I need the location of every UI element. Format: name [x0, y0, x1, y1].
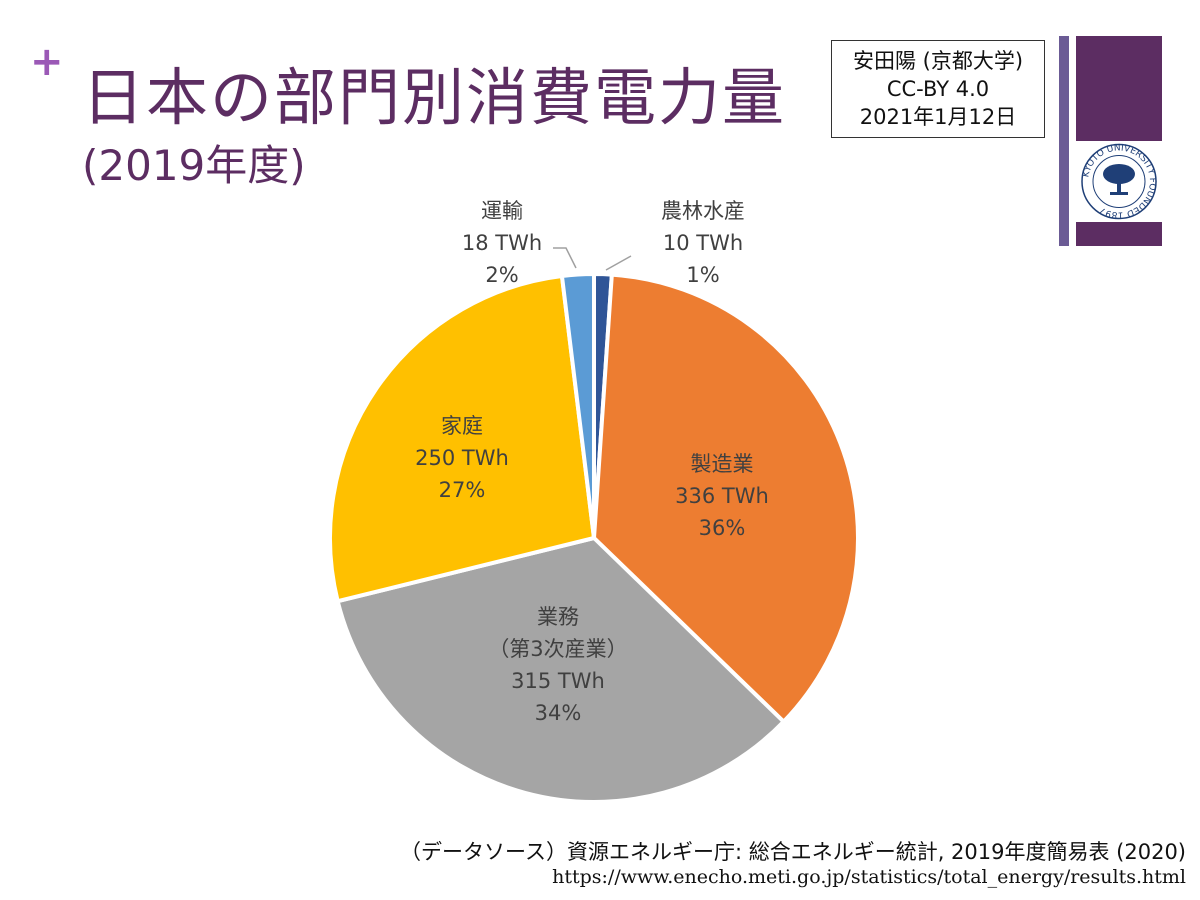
credit-license: CC-BY 4.0 — [886, 77, 990, 101]
credit-box: 安田陽 (京都大学) CC-BY 4.0 2021年1月12日 — [831, 40, 1045, 138]
pie-slice-4 — [559, 271, 596, 539]
slice-label-2: 業務（第3次産業） 315 TWh 34% — [488, 605, 627, 725]
credit-date: 2021年1月12日 — [859, 105, 1017, 129]
decorative-block-bottom — [1076, 222, 1162, 246]
pie-slice-1 — [591, 272, 860, 725]
kyoto-university-logo-icon: KYOTO UNIVERSITY FOUNDED 1897 — [1076, 141, 1162, 222]
pie-slice-3 — [328, 273, 597, 604]
leader-line-0 — [605, 255, 632, 271]
credit-author: 安田陽 (京都大学) — [852, 49, 1024, 73]
slice-label-4: 運輸 18 TWh 2% — [462, 199, 542, 287]
slice-label-0: 農林水産 10 TWh 1% — [661, 199, 745, 287]
page-subtitle: (2019年度) — [82, 141, 306, 190]
slice-label-1: 製造業 336 TWh 36% — [675, 452, 769, 540]
data-source: （データソース）資源エネルギー庁: 総合エネルギー統計, 2019年度簡易表 (… — [400, 840, 1186, 864]
decorative-block — [1076, 36, 1162, 141]
page-title: 日本の部門別消費電力量 — [82, 61, 787, 134]
leader-line-4 — [553, 247, 577, 269]
pie-slice-2 — [335, 535, 787, 804]
plus-icon: + — [30, 39, 64, 85]
decorative-bar — [1059, 36, 1069, 246]
slice-label-3: 家庭 250 TWh 27% — [415, 414, 509, 502]
source-url[interactable]: https://www.enecho.meti.go.jp/statistics… — [552, 866, 1186, 888]
